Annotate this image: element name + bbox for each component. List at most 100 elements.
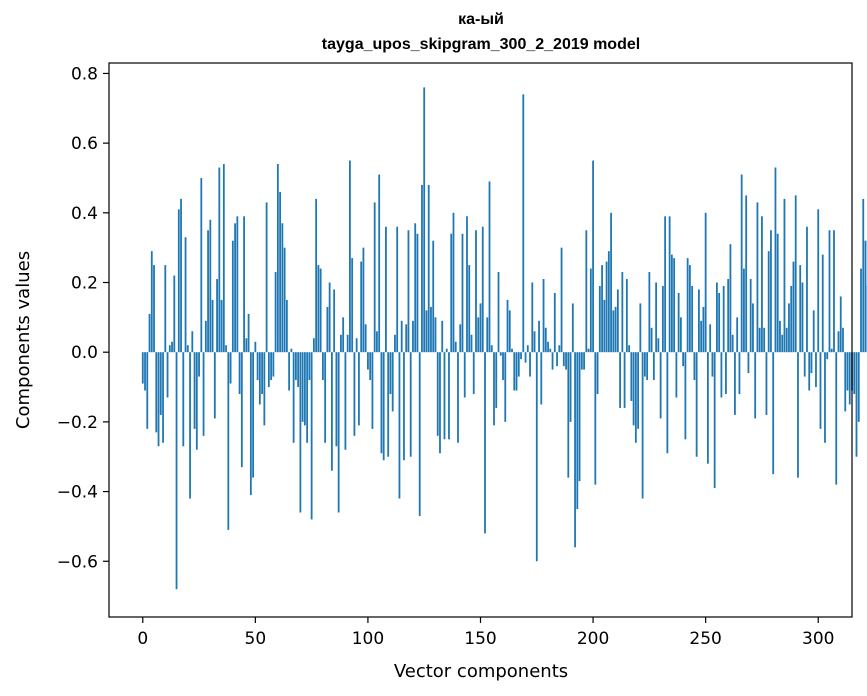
bar-32 [213, 352, 216, 419]
bar-173 [531, 282, 534, 353]
bar-138 [452, 212, 455, 353]
bar-234 [668, 216, 671, 353]
bar-21 [189, 352, 191, 499]
bar-225 [648, 272, 651, 353]
bar-190 [569, 352, 572, 422]
bar-17 [180, 198, 182, 353]
bar-157 [495, 352, 498, 408]
y-axis-ticks: −0.6 −0.4 −0.2 0.0 0.2 0.4 0.6 0.8 [57, 64, 109, 572]
bar-96 [358, 352, 360, 426]
bar-51 [256, 352, 259, 381]
bar-10 [164, 265, 167, 353]
bar-272 [754, 352, 757, 419]
bar-37 [225, 345, 227, 353]
bar-186 [560, 247, 563, 353]
bar-210 [614, 306, 617, 353]
bar-133 [441, 320, 444, 353]
bar-90 [344, 352, 347, 450]
bar-6 [155, 352, 158, 433]
bar-129 [432, 240, 435, 353]
bar-38 [227, 352, 230, 530]
y-tick-label-3: 0.0 [71, 343, 98, 363]
bar-135 [445, 348, 448, 353]
x-tick-label-0: 0 [137, 629, 148, 649]
bar-39 [229, 352, 232, 384]
bar-211 [616, 289, 619, 353]
bar-202 [596, 352, 599, 395]
bar-122 [416, 233, 419, 353]
bar-58 [272, 352, 275, 377]
bar-66 [290, 348, 293, 353]
bar-243 [688, 265, 691, 353]
bar-213 [621, 272, 624, 353]
bar-175 [535, 352, 538, 562]
bar-158 [497, 272, 500, 353]
bar-68 [294, 352, 297, 381]
bar-316 [853, 352, 856, 395]
bar-41 [234, 223, 236, 353]
bar-299 [815, 352, 817, 388]
bar-145 [468, 265, 471, 353]
bar-318 [857, 352, 860, 422]
y-tick-label-4: 0.2 [71, 274, 98, 294]
bar-110 [389, 352, 392, 395]
bar-273 [756, 202, 759, 353]
bar-305 [828, 230, 831, 353]
bar-297 [810, 352, 813, 374]
bar-259 [725, 352, 727, 395]
bar-172 [529, 352, 531, 377]
bar-231 [661, 285, 664, 353]
bar-43 [238, 352, 241, 395]
bar-262 [731, 334, 734, 353]
bar-233 [666, 352, 669, 454]
bar-16 [177, 209, 180, 353]
bar-244 [691, 285, 694, 353]
bar-240 [682, 352, 685, 367]
bar-118 [407, 230, 410, 353]
bar-149 [477, 317, 480, 353]
bar-203 [598, 285, 601, 353]
bar-227 [652, 352, 655, 381]
x-tick-label-3: 150 [464, 629, 496, 649]
bar-59 [274, 272, 277, 353]
bar-195 [580, 352, 583, 370]
chart-title-line2: tayga_upos_skipgram_300_2_2019 model [322, 36, 640, 53]
bar-33 [216, 279, 218, 353]
bar-4 [150, 251, 153, 353]
bar-15 [175, 352, 178, 590]
bar-120 [412, 320, 414, 353]
bar-282 [776, 233, 779, 353]
bar-289 [792, 261, 795, 353]
bar-221 [639, 303, 642, 353]
bar-304 [826, 352, 829, 360]
bar-153 [486, 317, 489, 353]
bar-302 [821, 254, 824, 353]
bar-290 [794, 195, 797, 353]
bar-2 [146, 352, 149, 429]
bar-109 [387, 352, 390, 457]
bar-113 [396, 226, 399, 353]
bar-8 [159, 352, 162, 415]
y-tick-label-5: 0.4 [71, 204, 98, 224]
bar-57 [270, 352, 273, 381]
bar-295 [806, 226, 808, 353]
bar-261 [729, 244, 732, 353]
bar-170 [524, 352, 527, 363]
bar-230 [659, 352, 662, 419]
bar-53 [261, 352, 264, 395]
bar-219 [634, 352, 637, 443]
bar-279 [770, 230, 772, 353]
x-tick-label-4: 200 [577, 629, 609, 649]
bar-52 [258, 352, 261, 405]
bar-293 [801, 282, 804, 353]
bar-130 [434, 317, 437, 353]
bar-26 [200, 177, 203, 353]
bar-50 [254, 341, 257, 353]
bar-28 [204, 320, 207, 353]
bar-298 [812, 310, 815, 353]
bar-123 [418, 352, 421, 516]
bar-121 [414, 223, 417, 353]
bar-100 [367, 352, 369, 370]
bar-239 [679, 317, 682, 353]
